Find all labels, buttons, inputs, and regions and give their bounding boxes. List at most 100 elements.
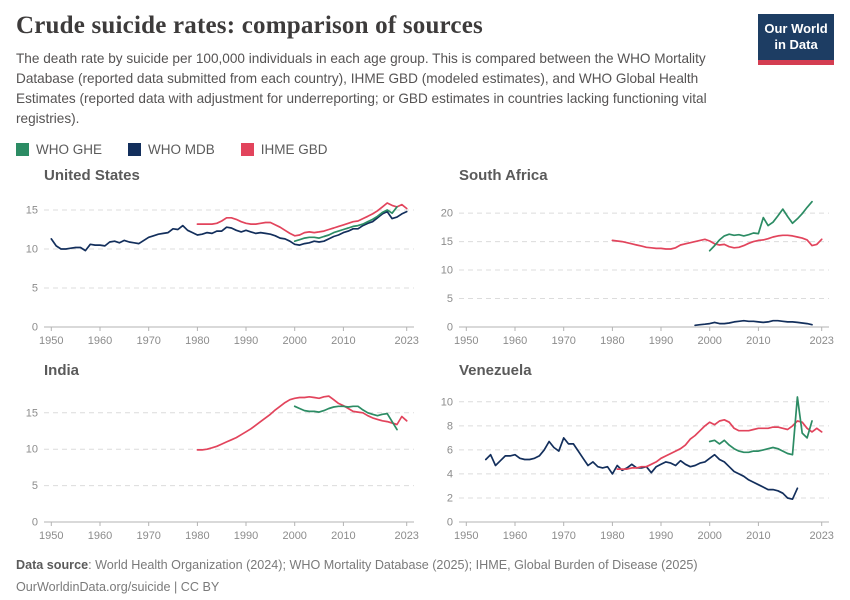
x-tick-label: 1990 <box>234 335 258 347</box>
x-tick-label: 2010 <box>331 530 355 542</box>
y-tick-label: 6 <box>447 445 453 457</box>
legend-label-who-mdb: WHO MDB <box>148 142 215 158</box>
x-tick-label: 1990 <box>234 530 258 542</box>
owid-logo-red-strip <box>758 59 834 65</box>
y-tick-label: 0 <box>32 517 38 529</box>
owid-logo-box: Our World in Data <box>758 14 834 60</box>
x-tick-label: 2000 <box>282 335 306 347</box>
owid-logo[interactable]: Our World in Data <box>758 14 834 65</box>
y-tick-label: 15 <box>26 408 38 420</box>
legend-label-ihme-gbd: IHME GBD <box>260 142 328 158</box>
x-tick-label: 2000 <box>697 335 721 347</box>
owid-logo-line2: in Data <box>774 37 818 53</box>
chart-title-south-africa: South Africa <box>459 167 548 185</box>
x-tick-label: 1950 <box>39 335 63 347</box>
y-tick-label: 10 <box>26 244 38 256</box>
x-tick-label: 2000 <box>697 530 721 542</box>
x-tick-label: 1980 <box>185 530 209 542</box>
y-tick-label: 5 <box>447 293 453 305</box>
x-tick-label: 1970 <box>136 530 160 542</box>
license-line: OurWorldinData.org/suicide | CC BY <box>16 577 836 598</box>
x-tick-label: 1950 <box>454 335 478 347</box>
chart-title-india: India <box>44 362 80 380</box>
legend-swatch-who-ghe <box>16 143 29 157</box>
y-tick-label: 0 <box>32 322 38 334</box>
y-tick-label: 0 <box>447 322 453 334</box>
legend-label-who-ghe: WHO GHE <box>36 142 102 158</box>
x-tick-label: 1970 <box>551 335 575 347</box>
x-tick-label: 2023 <box>394 335 418 347</box>
series-line-who-mdb[interactable] <box>484 437 799 501</box>
chart-canvas-united-states[interactable]: 0 5 10 15 1950 1960 1970 1980 1990 2000 2010 2023 <box>16 188 421 348</box>
series-line-who-ghe[interactable] <box>293 405 398 431</box>
x-tick-label: 2000 <box>282 530 306 542</box>
legend-item-ihme-gbd: IHME GBD <box>240 142 328 158</box>
x-tick-label: 1960 <box>503 335 527 347</box>
x-tick-label: 2023 <box>809 530 833 542</box>
chart-title-venezuela: Venezuela <box>459 362 532 380</box>
owid-url-link[interactable]: OurWorldinData.org/suicide <box>16 579 171 594</box>
x-tick-label: 1970 <box>551 530 575 542</box>
x-tick-label: 1960 <box>88 530 112 542</box>
series-line-ihme-gbd[interactable] <box>611 234 823 251</box>
x-tick-label: 1960 <box>88 335 112 347</box>
x-tick-label: 1990 <box>649 530 673 542</box>
datasource-line: Data source: World Health Organization (… <box>16 555 836 576</box>
x-tick-label: 2023 <box>809 335 833 347</box>
y-tick-label: 2 <box>447 493 453 505</box>
y-tick-label: 0 <box>447 517 453 529</box>
series-line-who-mdb[interactable] <box>694 320 813 327</box>
x-tick-label: 1980 <box>185 335 209 347</box>
y-tick-label: 4 <box>447 469 453 481</box>
owid-logo-line1: Our World <box>764 21 828 36</box>
series-line-ihme-gbd[interactable] <box>616 419 823 471</box>
y-tick-label: 5 <box>32 481 38 493</box>
chart-canvas-india[interactable]: 0 5 10 15 1950 1960 1970 1980 1990 2000 2010 2023 <box>16 383 421 543</box>
x-tick-label: 1950 <box>454 530 478 542</box>
legend-swatch-who-mdb <box>128 143 141 157</box>
legend: WHO GHE WHO MDB IHME GBD <box>16 142 836 157</box>
chart-cell-south-africa: South Africa 0 5 10 15 20 1950 1960 1970 1980 199… <box>431 167 836 348</box>
x-tick-label: 1960 <box>503 530 527 542</box>
x-tick-label: 2010 <box>746 530 770 542</box>
series-line-who-ghe[interactable] <box>708 201 813 252</box>
y-tick-label: 8 <box>447 421 453 433</box>
y-tick-label: 10 <box>26 444 38 456</box>
series-line-ihme-gbd[interactable] <box>196 395 408 452</box>
legend-item-who-ghe: WHO GHE <box>16 142 102 157</box>
series-line-who-ghe[interactable] <box>293 206 398 243</box>
header: Crude suicide rates: comparison of sourc… <box>16 12 836 129</box>
chart-title-united-states: United States <box>44 167 140 185</box>
chart-canvas-venezuela[interactable]: 0 2 4 6 8 10 1950 1960 1970 1980 1990 2000 2010 2023 <box>431 383 836 543</box>
y-tick-label: 10 <box>441 265 453 277</box>
x-tick-label: 1950 <box>39 530 63 542</box>
chart-cell-venezuela: Venezuela 0 2 4 6 8 10 1950 1960 1970 1980 1990 200… <box>431 362 836 543</box>
series-line-ihme-gbd[interactable] <box>196 202 408 238</box>
y-tick-label: 20 <box>441 208 453 220</box>
cc-by-link[interactable]: CC BY <box>180 579 220 594</box>
datasource-text: : World Health Organization (2024); WHO … <box>88 558 698 573</box>
datasource-label: Data source <box>16 558 89 573</box>
x-tick-label: 1990 <box>649 335 673 347</box>
page-title: Crude suicide rates: comparison of sourc… <box>16 12 483 39</box>
chart-cell-united-states: United States 0 5 10 15 1950 1960 1970 1980 1990… <box>16 167 421 348</box>
y-tick-label: 10 <box>441 397 453 409</box>
x-tick-label: 2010 <box>746 335 770 347</box>
license-separator: | <box>170 579 181 594</box>
chart-canvas-south-africa[interactable]: 0 5 10 15 20 1950 1960 1970 1980 1990 2000 2010 2023 <box>431 188 836 348</box>
y-tick-label: 15 <box>441 237 453 249</box>
x-tick-label: 1970 <box>136 335 160 347</box>
series-line-who-ghe[interactable] <box>708 396 813 456</box>
x-tick-label: 2010 <box>331 335 355 347</box>
x-tick-label: 1980 <box>600 335 624 347</box>
footer: Data source: World Health Organization (… <box>16 555 836 598</box>
x-tick-label: 2023 <box>394 530 418 542</box>
legend-swatch-ihme-gbd <box>240 143 254 157</box>
y-tick-label: 15 <box>26 205 38 217</box>
legend-item-who-mdb: WHO MDB <box>128 142 215 157</box>
y-tick-label: 5 <box>32 283 38 295</box>
chart-grid: United States 0 5 10 15 1950 1960 1970 1980 1990… <box>16 167 836 543</box>
series-line-who-mdb[interactable] <box>50 211 408 252</box>
x-tick-label: 1980 <box>600 530 624 542</box>
